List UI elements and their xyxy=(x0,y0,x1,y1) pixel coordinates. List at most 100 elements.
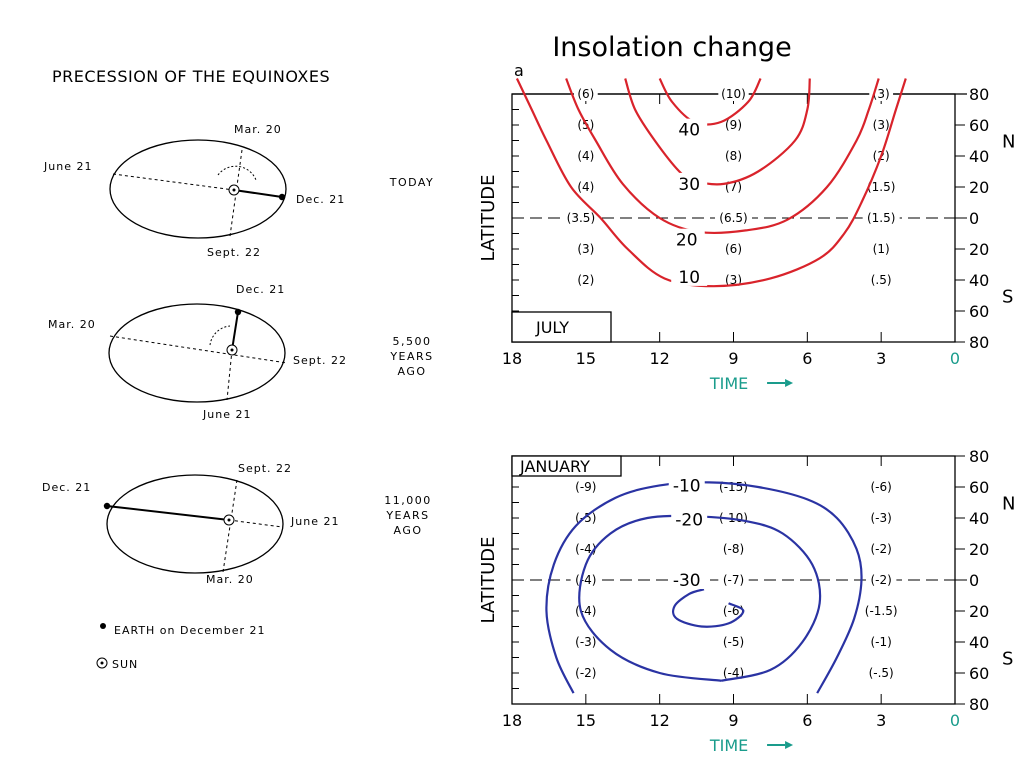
y-tick-label: 80 xyxy=(969,333,989,352)
x-axis-arrowhead-icon xyxy=(785,379,794,387)
contour-label: -20 xyxy=(675,511,703,531)
y-tick-label: 80 xyxy=(969,695,989,714)
orbit-ellipse xyxy=(108,303,286,403)
orbit-today: Mar. 20 June 21 Dec. 21 Sept. 22 TODAY xyxy=(43,123,435,259)
value-label: (1.5) xyxy=(867,211,895,225)
value-label: (-3) xyxy=(575,635,596,649)
contour-label-bg xyxy=(668,569,705,589)
value-label: (-4) xyxy=(575,604,596,618)
contour-line xyxy=(624,78,811,186)
contour-label-bg xyxy=(671,508,708,529)
x-tick-label: 6 xyxy=(802,711,812,730)
legend-sun-label: SUN xyxy=(112,658,138,671)
contour-label-bg xyxy=(671,172,708,193)
value-label-bg xyxy=(570,665,602,680)
value-label: (-10) xyxy=(719,511,748,525)
x-tick-label: 0 xyxy=(950,349,960,368)
month-box xyxy=(511,311,612,343)
y-axis-label: LATITUDE xyxy=(478,174,499,261)
orbit-era-label: 11,000 YEARS AGO xyxy=(384,494,432,537)
value-label-bg xyxy=(869,241,894,256)
month-box xyxy=(511,455,622,477)
y-tick-label: 20 xyxy=(969,178,989,197)
era-label-line: YEARS xyxy=(389,350,433,363)
value-label: (6) xyxy=(577,87,594,101)
era-label-line: AGO xyxy=(393,524,422,537)
value-label: (-3) xyxy=(871,511,892,525)
sun-icon-dot xyxy=(227,518,231,522)
value-label-bg xyxy=(865,572,897,587)
value-label: (8) xyxy=(725,149,742,163)
orbit-11000: Sept. 22 Dec. 21 June 21 Mar. 20 11,000 Y… xyxy=(42,462,432,586)
x-tick-label: 3 xyxy=(876,711,886,730)
value-label: (-2) xyxy=(575,666,596,680)
contour-line xyxy=(672,588,745,628)
y-tick-label: 60 xyxy=(969,478,989,497)
panel-letter: a xyxy=(514,61,524,80)
value-label-bg xyxy=(573,148,598,163)
x-tick-label: 9 xyxy=(728,349,738,368)
value-label-bg xyxy=(865,272,897,287)
earth-icon xyxy=(278,193,286,201)
value-label-bg xyxy=(721,272,746,287)
value-label-bg xyxy=(715,210,752,225)
orbit-label-left: Dec. 21 xyxy=(42,481,91,494)
orbit-label-right: Sept. 22 xyxy=(293,354,347,367)
x-axis-label: TIME xyxy=(709,736,748,755)
value-label: (3) xyxy=(873,118,890,132)
y-tick-label: 40 xyxy=(969,509,989,528)
x-axis-arrowhead-icon xyxy=(785,741,794,749)
x-tick-label: 18 xyxy=(502,711,522,730)
contour-line xyxy=(515,78,907,288)
value-label: (-2) xyxy=(871,542,892,556)
contour-label-bg xyxy=(668,474,705,495)
value-label-bg xyxy=(862,210,900,225)
value-label: (3) xyxy=(577,242,594,256)
orbit-label-top: Mar. 20 xyxy=(234,123,282,136)
precession-diagram: PRECESSION OF THE EQUINOXES Mar. 20 June… xyxy=(42,67,435,671)
orbit-label-right: Dec. 21 xyxy=(296,193,345,206)
y-tick-label: 80 xyxy=(969,447,989,466)
value-label-bg xyxy=(865,634,897,649)
contour-line xyxy=(658,77,762,126)
era-label-line: 11,000 xyxy=(384,494,432,507)
contour-label: -10 xyxy=(673,476,701,496)
value-label: (4) xyxy=(577,180,594,194)
hemisphere-south-label: S xyxy=(1002,287,1013,308)
y-tick-label: 0 xyxy=(969,571,979,590)
orbit-ellipse xyxy=(106,474,284,574)
value-label: (3.5) xyxy=(567,211,595,225)
contour-line xyxy=(565,78,880,235)
value-label: (-5) xyxy=(723,635,744,649)
value-label: (6) xyxy=(725,242,742,256)
y-tick-label: 20 xyxy=(969,602,989,621)
value-label: (3) xyxy=(725,273,742,287)
value-label-bg xyxy=(718,86,749,101)
x-tick-label: 6 xyxy=(802,349,812,368)
value-label-bg xyxy=(570,572,602,587)
y-tick-label: 60 xyxy=(969,302,989,321)
contour-label: 10 xyxy=(678,268,700,288)
hemisphere-south-label: S xyxy=(1002,649,1013,670)
month-label: JULY xyxy=(535,318,569,337)
earth-icon xyxy=(103,502,111,510)
value-label: (-2) xyxy=(871,573,892,587)
x-tick-label: 12 xyxy=(649,349,669,368)
value-label: (2) xyxy=(577,273,594,287)
contour-label: 30 xyxy=(678,175,700,195)
y-tick-label: 60 xyxy=(969,116,989,135)
contour-label: -30 xyxy=(673,571,701,591)
value-label: (-4) xyxy=(575,573,596,587)
value-label-bg xyxy=(862,179,900,194)
value-label: (1) xyxy=(873,242,890,256)
hemisphere-north-label: N xyxy=(1002,132,1015,153)
contour-label: 20 xyxy=(676,231,698,251)
earth-sun-line xyxy=(233,189,283,198)
orbit-label-top: Sept. 22 xyxy=(238,462,292,475)
y-axis-label: LATITUDE xyxy=(478,536,499,623)
value-label-bg xyxy=(573,241,598,256)
era-label-line: TODAY xyxy=(389,176,435,189)
value-label: (-1.5) xyxy=(865,604,898,618)
